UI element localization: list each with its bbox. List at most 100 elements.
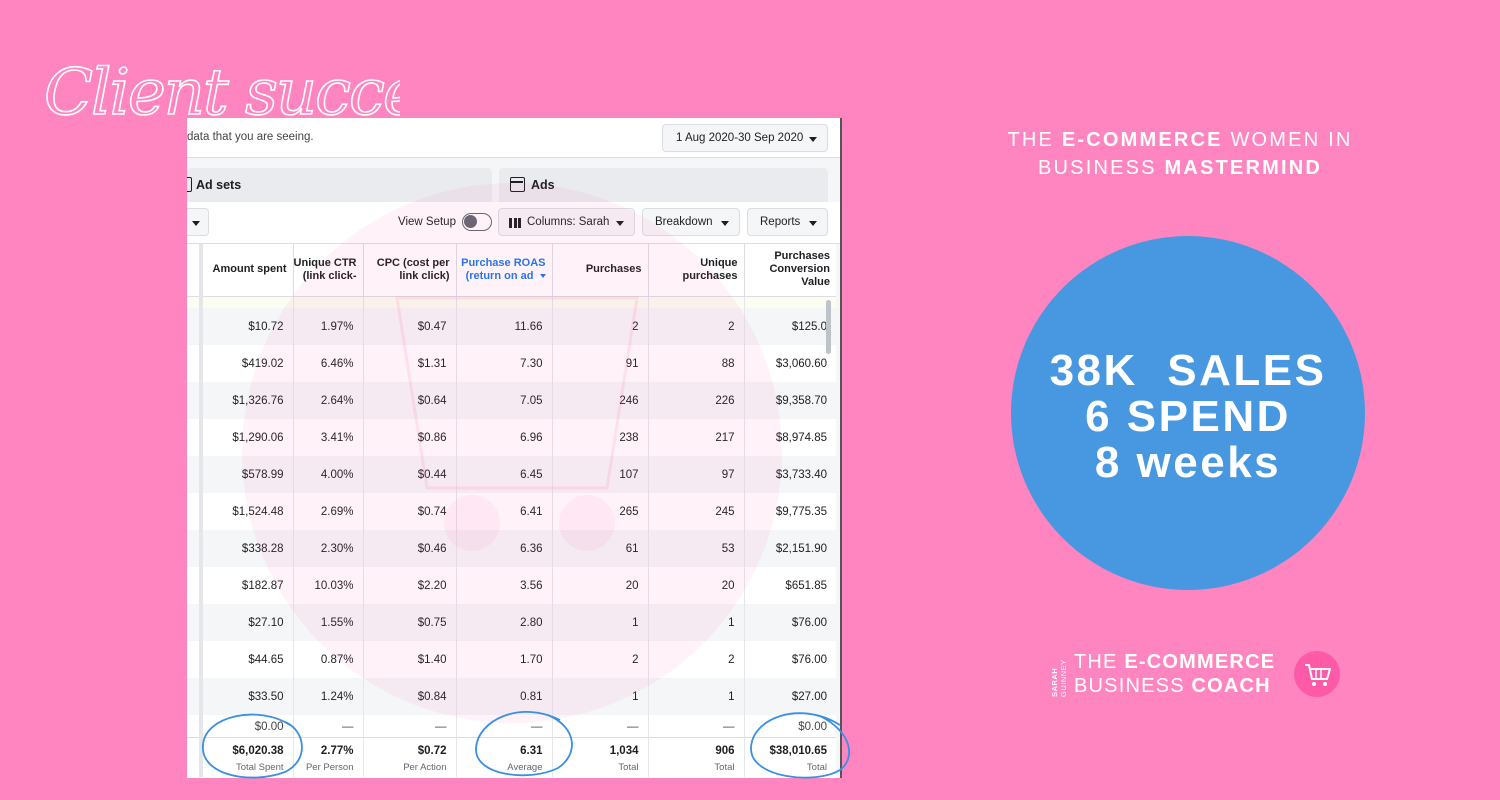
date-range-picker[interactable]: 1 Aug 2020-30 Sep 2020 [662, 124, 828, 152]
table-row[interactable]: $338.28 2.30% $0.46 6.36 61 53 $2,151.90 [187, 530, 836, 567]
total-conversion-value: $38,010.65 Total [743, 736, 836, 777]
cell-conversion-value: $8,974.85 [743, 419, 836, 456]
vertical-scrollbar[interactable] [826, 300, 831, 354]
total-value: $38,010.65 [769, 744, 827, 757]
table-row[interactable]: $44.65 0.87% $1.40 1.70 2 2 $76.00 [187, 641, 836, 678]
total-label: Per Person [305, 761, 354, 773]
tab-ads[interactable]: Ads [499, 168, 828, 202]
cell-amount-spent: $33.50 [200, 678, 293, 715]
cell-cpc: $0.75 [362, 604, 456, 641]
table-row[interactable]: $419.02 6.46% $1.31 7.30 91 88 $3,060.60 [187, 345, 836, 382]
cell-unique-ctr: — [292, 715, 363, 737]
cell-purchases: 1 [551, 604, 648, 641]
table-row[interactable]: $1,524.48 2.69% $0.74 6.41 265 245 $9,775.35 [187, 493, 836, 530]
total-value: 6.31 [520, 744, 543, 757]
row-handle [187, 345, 203, 382]
columns-icon [509, 218, 521, 228]
cell-amount-spent: $182.87 [200, 567, 293, 604]
cell-amount-spent: $1,290.06 [200, 419, 293, 456]
reports-button[interactable]: Reports [747, 208, 828, 236]
column-header-purchases[interactable]: Purchases [551, 244, 648, 297]
total-purchase-roas: 6.31 Average [455, 736, 552, 777]
cell-purchases: — [551, 715, 648, 737]
cell-unique-purchases: 1 [647, 604, 744, 641]
column-header-cpc[interactable]: CPC (cost per link click) [362, 244, 456, 297]
headline-part-1: THE [1007, 129, 1062, 151]
cell-amount-spent: $1,524.48 [200, 493, 293, 530]
column-header-unique-ctr[interactable]: Unique CTR (link click- [292, 244, 363, 297]
stat-duration: 8 weeks [1094, 438, 1282, 487]
dropdown-button[interactable] [187, 208, 209, 236]
total-value: $0.72 [417, 744, 447, 757]
logo-line-1: THE E-COMMERCE [1074, 651, 1275, 674]
row-handle [187, 567, 203, 604]
cell-purchases: 1 [551, 678, 648, 715]
cell-unique-purchases: 217 [647, 419, 744, 456]
table-row[interactable]: $10.72 1.97% $0.47 11.66 2 2 $125.0 [187, 308, 836, 345]
cell-purchase-roas: — [455, 715, 552, 737]
cell-unique-purchases: 97 [647, 456, 744, 493]
column-header-conversion-value[interactable]: Purchases Conversion Value [743, 244, 836, 297]
cell-amount-spent: $578.99 [200, 456, 293, 493]
total-label: Average [507, 761, 543, 773]
cell-cpc: $0.74 [362, 493, 456, 530]
cell-purchases: 246 [551, 382, 648, 419]
cell-amount-spent: $10.72 [200, 308, 293, 345]
total-label: Total [618, 761, 639, 773]
chevron-down-icon [809, 137, 817, 142]
table-row[interactable]: $578.99 4.00% $0.44 6.45 107 97 $3,733.40 [187, 456, 836, 493]
stat-sales: 38K SALES [1049, 346, 1327, 395]
row-handle [187, 641, 203, 678]
row-handle [187, 604, 203, 641]
cell-cpc: $0.84 [362, 678, 456, 715]
table-row[interactable]: $1,290.06 3.41% $0.86 6.96 238 217 $8,974.85 [187, 419, 836, 456]
row-handle [187, 715, 203, 737]
column-header-purchase-roas[interactable]: Purchase ROAS (return on ad [455, 244, 552, 297]
results-circle: 38K SALES 6 SPEND 8 weeks [1011, 236, 1365, 590]
cell-unique-ctr: 6.46% [292, 345, 363, 382]
cell-unique-purchases: 2 [647, 641, 744, 678]
column-header-unique-purchases[interactable]: Unique purchases [647, 244, 744, 297]
total-cpc: $0.72 Per Action [362, 736, 456, 777]
row-handle [187, 736, 203, 777]
breakdown-button[interactable]: Breakdown [642, 208, 740, 236]
reports-label: Reports [760, 216, 801, 228]
cell-unique-purchases: 53 [647, 530, 744, 567]
cell-unique-ctr: 3.41% [292, 419, 363, 456]
row-handle [187, 678, 203, 715]
mastermind-headline: THE E-COMMERCE WOMEN IN BUSINESS MASTERM… [980, 126, 1380, 182]
column-header-amount-spent[interactable]: Amount spent [200, 244, 293, 297]
total-label: Total [714, 761, 735, 773]
tab-ad-sets[interactable]: Ad sets [187, 168, 492, 202]
cell-unique-ctr: 1.55% [292, 604, 363, 641]
total-unique-ctr: 2.77% Per Person [292, 736, 363, 777]
cell-amount-spent: $1,326.76 [200, 382, 293, 419]
table-row[interactable]: $33.50 1.24% $0.84 0.81 1 1 $27.00 [187, 678, 836, 715]
total-amount-spent: $6,020.38 Total Spent [200, 736, 293, 777]
cell-conversion-value: $76.00 [743, 604, 836, 641]
cell-unique-ctr: 2.64% [292, 382, 363, 419]
total-value: 1,034 [609, 744, 639, 757]
row-handle [187, 456, 203, 493]
chevron-down-icon [616, 221, 624, 226]
cell-unique-ctr: 10.03% [292, 567, 363, 604]
cell-amount-spent: $338.28 [200, 530, 293, 567]
ads-data-table: Amount spent Unique CTR (link click- CPC… [187, 244, 836, 778]
table-row[interactable]: $27.10 1.55% $0.75 2.80 1 1 $76.00 [187, 604, 836, 641]
cell-unique-purchases: 226 [647, 382, 744, 419]
cell-conversion-value: $9,358.70 [743, 382, 836, 419]
purchase-roas-header-label: Purchase ROAS (return on ad [461, 256, 546, 282]
table-row[interactable]: $0.00— — — — — $0.00 [187, 715, 836, 737]
date-range-label: 1 Aug 2020-30 Sep 2020 [676, 132, 804, 144]
table-row[interactable]: $182.87 10.03% $2.20 3.56 20 20 $651.85 [187, 567, 836, 604]
view-setup-toggle[interactable] [462, 213, 492, 231]
columns-button[interactable]: Columns: Sarah [498, 208, 635, 236]
row-handle-header [187, 244, 203, 297]
cell-unique-purchases: 88 [647, 345, 744, 382]
table-toolbar: View Setup Columns: Sarah Breakdown Repo… [187, 202, 840, 244]
tab-ad-sets-label: Ad sets [196, 178, 242, 192]
cell-purchase-roas: 2.80 [455, 604, 552, 641]
headline-bold-1: E-COMMERCE [1061, 129, 1223, 151]
cell-conversion-value: $76.00 [743, 641, 836, 678]
table-row[interactable]: $1,326.76 2.64% $0.64 7.05 246 226 $9,358.70 [187, 382, 836, 419]
